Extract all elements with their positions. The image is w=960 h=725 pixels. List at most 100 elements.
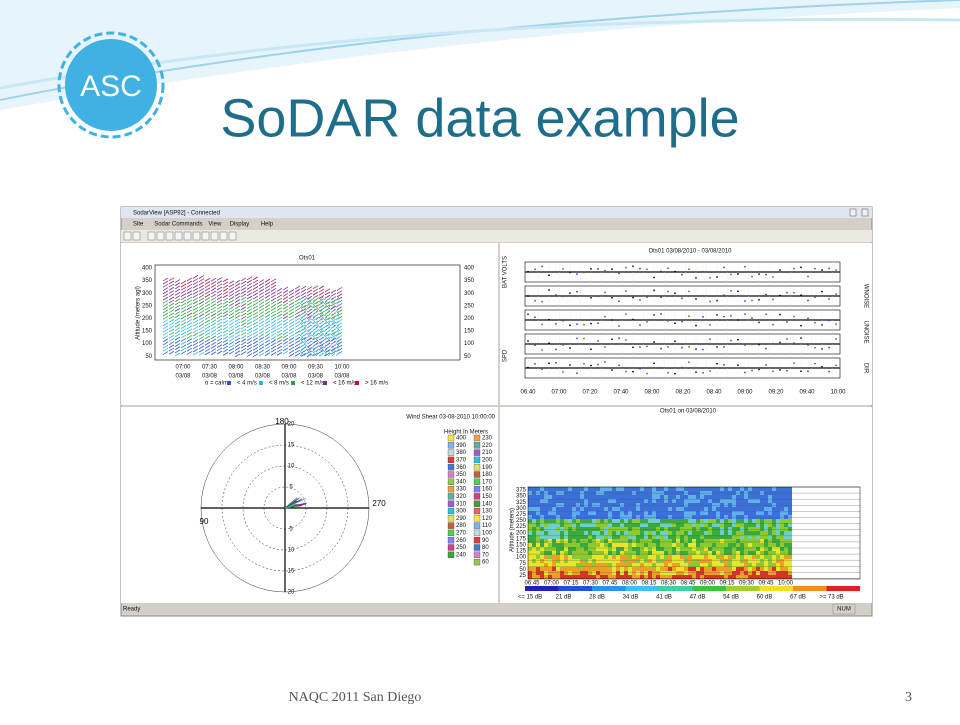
spectrogram-cell [528, 535, 532, 539]
toolbar-button[interactable] [228, 231, 237, 241]
spectrogram-cell [628, 575, 632, 579]
spectrogram-cell [712, 531, 716, 535]
spectrogram-cell [556, 511, 560, 515]
wind-barb [198, 329, 205, 334]
toolbar-button[interactable] [210, 231, 219, 241]
point [569, 324, 571, 327]
spectrogram-cell [720, 531, 724, 535]
toolbar-button[interactable] [219, 231, 228, 241]
spectrogram-cell [740, 547, 744, 551]
toolbar-button[interactable] [147, 231, 156, 241]
spectrogram-cell [544, 499, 548, 503]
menu-item[interactable]: Display [230, 222, 250, 228]
spectrogram-cell [784, 523, 788, 527]
spectrogram-cell [624, 523, 628, 527]
spectrogram-cell [692, 487, 696, 491]
wind-barb [264, 282, 271, 286]
spectrogram-cell [720, 523, 724, 527]
spectrogram-cell [756, 495, 760, 499]
wind-barb [327, 340, 332, 345]
spectrogram-cell [636, 559, 640, 563]
ring-label: 15 [288, 569, 295, 575]
spectrogram-cell [636, 571, 640, 575]
spectrogram-cell [664, 543, 668, 547]
spectrogram-cell [572, 543, 576, 547]
wind-barb [198, 351, 205, 356]
maximize-button[interactable] [849, 208, 857, 217]
toolbar-button[interactable] [174, 231, 183, 241]
wind-barb [228, 325, 235, 329]
spectrogram-cell [540, 487, 544, 491]
spectrogram-cell [596, 523, 600, 527]
spectrogram-cell [572, 531, 576, 535]
toolbar-button[interactable] [123, 231, 132, 241]
spectrogram-cell [700, 567, 704, 571]
spectrogram-cell [624, 507, 628, 511]
spectrogram-cell [672, 519, 676, 523]
wind-barb [246, 311, 253, 316]
toolbar-button[interactable] [192, 231, 201, 241]
spectrogram-cell [656, 511, 660, 515]
spectrogram-cell [768, 503, 772, 507]
spectrogram-cell [564, 487, 568, 491]
wind-barb [318, 330, 325, 335]
wind-barb [246, 276, 253, 281]
spectrogram-cell [728, 531, 732, 535]
legend-swatch [291, 381, 295, 385]
point [604, 269, 606, 272]
menu-item[interactable]: View [208, 222, 222, 228]
wind-barb [270, 342, 277, 347]
wind-barb [180, 312, 187, 317]
spectrogram-cell [568, 511, 572, 515]
spectrogram-cell [728, 487, 732, 491]
wind-barb [216, 293, 223, 297]
wind-barb [246, 308, 253, 313]
spectrogram-cell [540, 519, 544, 523]
legend-label: 70 [482, 552, 489, 558]
wind-barb [288, 305, 295, 309]
toolbar-button[interactable] [132, 231, 141, 241]
toolbar-button[interactable] [156, 231, 165, 241]
wind-barb [210, 303, 217, 308]
spectrogram-cell [572, 559, 576, 563]
spectrogram-cell [708, 571, 712, 575]
wind-barb [270, 300, 277, 305]
point [541, 348, 543, 351]
wind-barb [234, 318, 241, 323]
wind-barb [312, 333, 319, 338]
spectrogram-cell [788, 575, 792, 579]
spectrogram-cell [772, 555, 776, 559]
wind-barb [222, 316, 229, 321]
panel [121, 407, 498, 603]
spectrogram-cell [588, 499, 592, 503]
wind-barb [264, 342, 271, 347]
spectrogram-cell [704, 543, 708, 547]
point [534, 344, 536, 347]
wind-barb [204, 297, 211, 301]
spectrogram-cell [760, 555, 764, 559]
close-button[interactable] [861, 208, 869, 217]
spectrogram-cell [564, 559, 568, 563]
toolbar-button[interactable] [183, 231, 192, 241]
spectrogram-cell [776, 511, 780, 515]
ring-label: 5 [289, 527, 293, 533]
wind-barb [240, 280, 247, 285]
spectrogram-cell [708, 507, 712, 511]
spectrogram-cell [572, 507, 576, 511]
spectrogram-cell [664, 531, 668, 535]
toolbar-button[interactable] [201, 231, 210, 241]
spectrogram-cell [672, 495, 676, 499]
wind-barb [180, 325, 187, 329]
spectrogram-cell [764, 551, 768, 555]
wind-barb [174, 288, 181, 293]
toolbar-button[interactable] [165, 231, 174, 241]
menu-item[interactable]: Sodar Commands [154, 222, 202, 228]
spectrogram-cell [564, 575, 568, 579]
wind-barb [162, 351, 169, 355]
status-cell [832, 603, 856, 615]
wind-barb [234, 315, 241, 319]
menu-item[interactable]: Site [133, 222, 144, 228]
menu-item[interactable]: Help [261, 222, 274, 228]
spectrogram-cell [568, 527, 572, 531]
point [604, 291, 606, 294]
